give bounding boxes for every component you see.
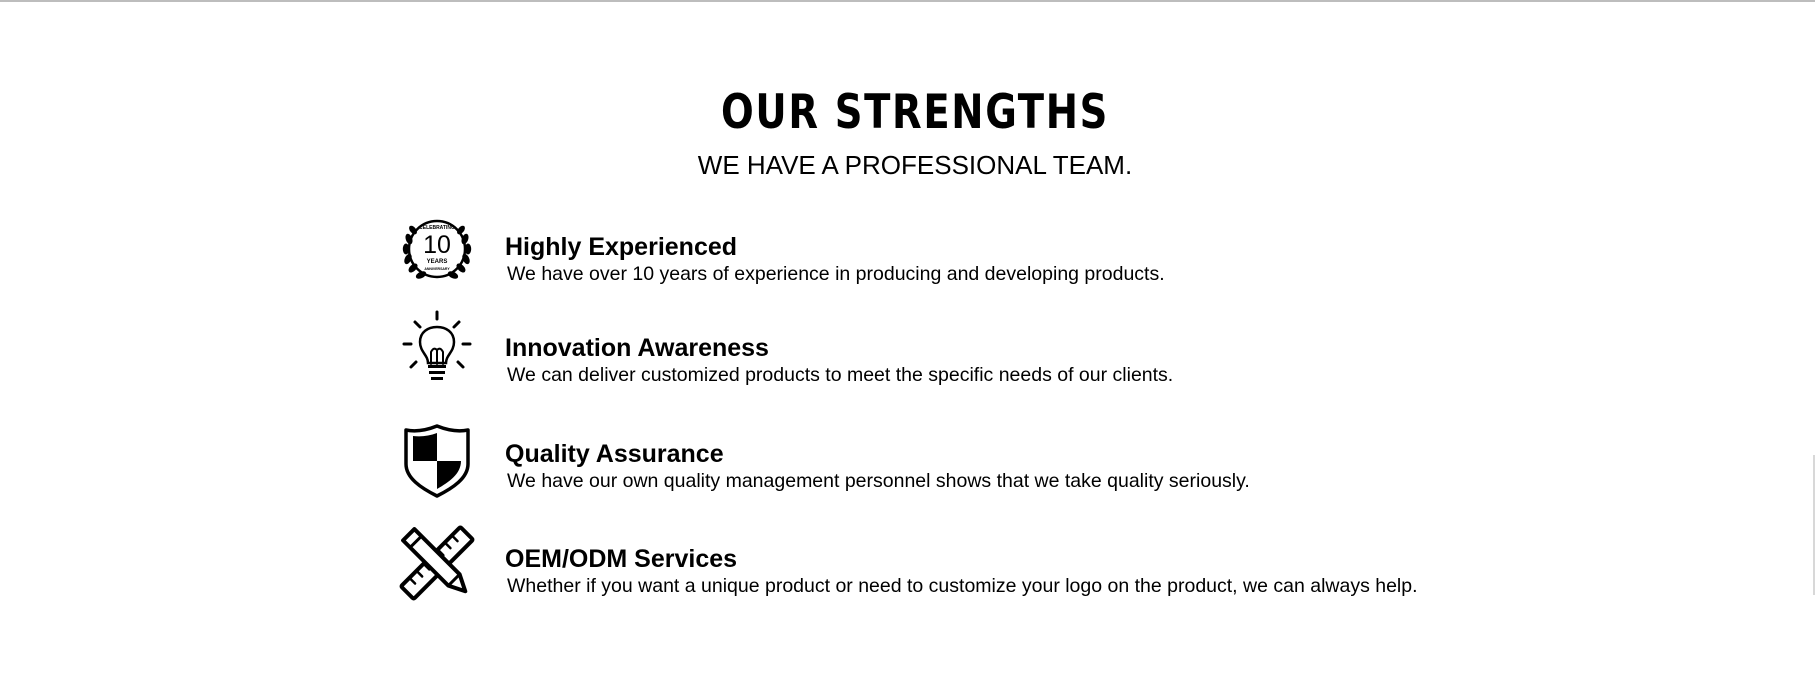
strength-heading: Innovation Awareness [505,334,769,362]
strength-description: Whether if you want a unique product or … [507,575,1418,597]
top-divider [0,0,1815,2]
strength-heading: Highly Experienced [505,233,738,261]
ten-years-laurel-icon: CELEBRATING 10 YEARS ANNIVERSARY [395,209,479,293]
badge-footer-text: ANNIVERSARY [424,267,450,271]
badge-number-text: 10 [423,231,451,259]
strength-description: We have over 10 years of experience in p… [507,263,1165,285]
shield-icon [395,416,479,500]
lightbulb-icon [395,310,479,394]
strength-item-oem-odm: OEM/ODM Services Whether if you want a u… [395,521,1495,605]
section-title: OUR STRENGTHS [720,85,1110,140]
strength-description: We can deliver customized products to me… [507,364,1174,386]
strength-heading: OEM/ODM Services [505,545,738,573]
strength-item-quality: Quality Assurance We have our own qualit… [395,416,1495,500]
scrollbar-thumb[interactable] [1813,455,1815,595]
strength-item-innovation: Innovation Awareness We can deliver cust… [395,310,1495,394]
strength-item-experience: CELEBRATING 10 YEARS ANNIVERSARY Highly … [395,209,1495,293]
strength-description: We have our own quality management perso… [507,470,1250,492]
badge-top-text: CELEBRATING [419,225,455,231]
section-subtitle: WE HAVE A PROFESSIONAL TEAM. [697,150,1133,180]
badge-bottom-text: YEARS [427,259,448,265]
strength-heading: Quality Assurance [505,440,724,468]
ruler-pencil-icon [395,521,479,605]
